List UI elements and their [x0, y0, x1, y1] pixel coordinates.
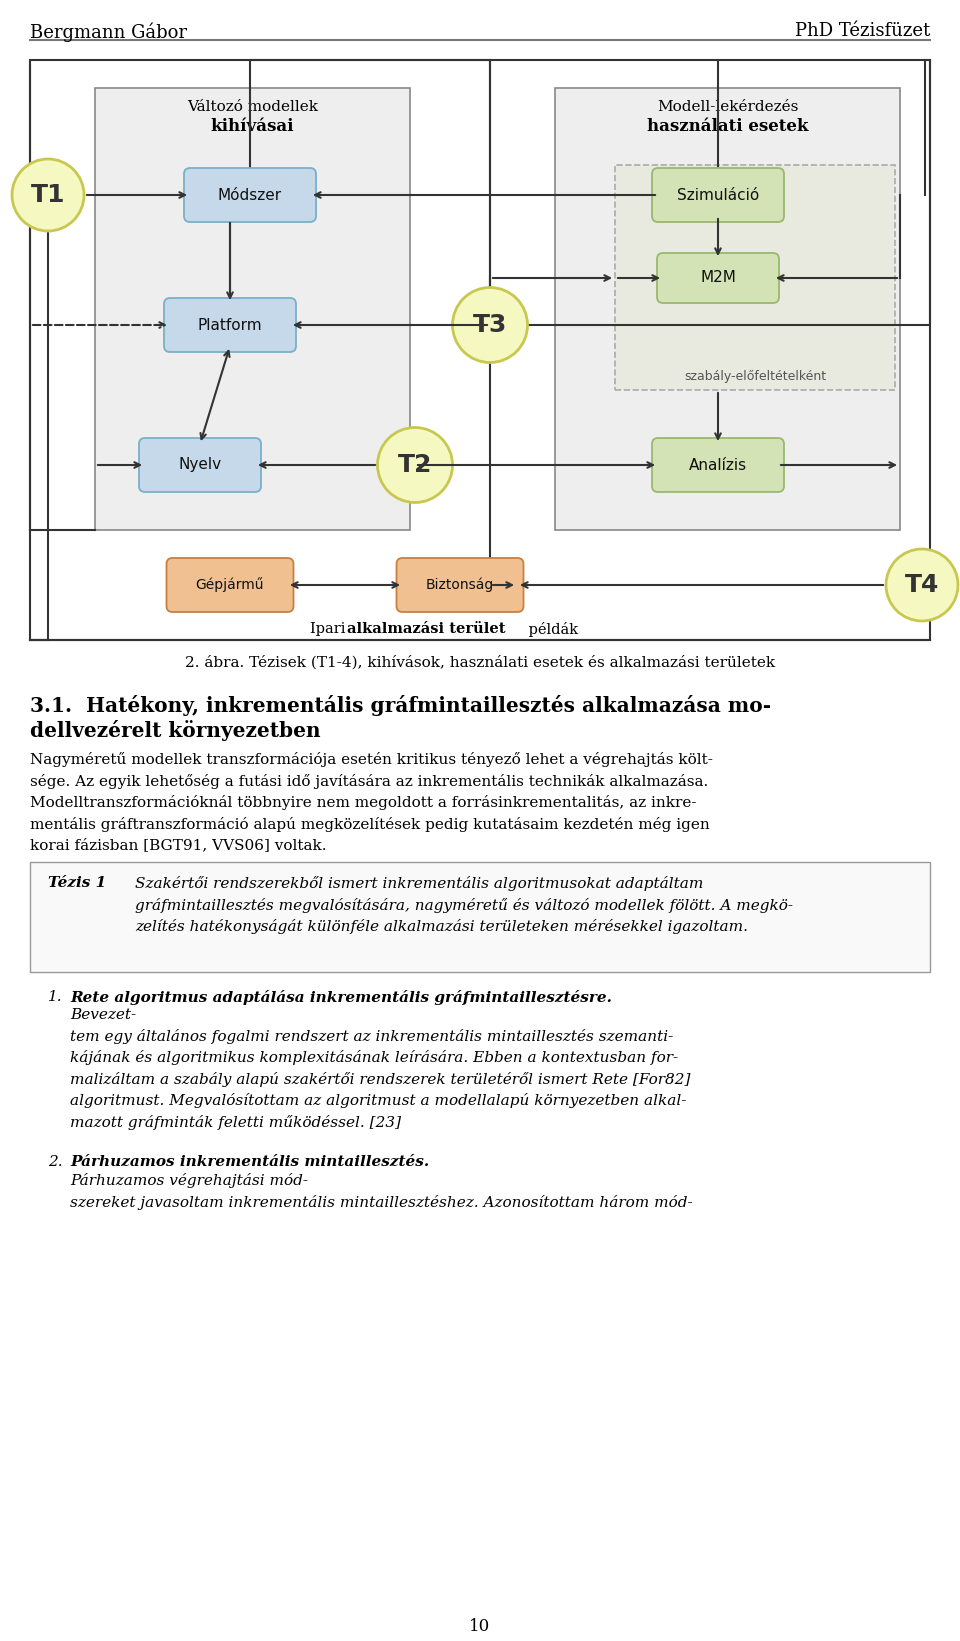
FancyBboxPatch shape	[555, 89, 900, 530]
Text: Nyelv: Nyelv	[179, 458, 222, 473]
Text: Platform: Platform	[198, 317, 262, 333]
FancyBboxPatch shape	[30, 862, 930, 971]
FancyBboxPatch shape	[652, 167, 784, 222]
FancyBboxPatch shape	[30, 61, 930, 640]
Text: Rete algoritmus adaptálása inkrementális gráfmintaillesztésre.: Rete algoritmus adaptálása inkrementális…	[70, 990, 612, 1004]
Text: Módszer: Módszer	[218, 187, 282, 202]
Text: T4: T4	[905, 573, 939, 597]
Text: M2M: M2M	[700, 271, 736, 286]
Text: Ipari: Ipari	[310, 622, 350, 637]
Text: dellvezérelt környezetben: dellvezérelt környezetben	[30, 720, 321, 742]
FancyBboxPatch shape	[652, 438, 784, 492]
Text: Párhuzamos inkrementális mintaillesztés.: Párhuzamos inkrementális mintaillesztés.	[70, 1155, 429, 1168]
Text: Analízis: Analízis	[689, 458, 747, 473]
Ellipse shape	[377, 428, 452, 502]
Text: szabály-előfeltételként: szabály-előfeltételként	[684, 369, 826, 382]
Text: PhD Tézisfüzet: PhD Tézisfüzet	[795, 21, 930, 39]
Text: T2: T2	[397, 453, 432, 478]
Text: Szakértői rendszerekből ismert inkrementális algoritmusokat adaptáltam
gráfminta: Szakértői rendszerekből ismert inkrement…	[135, 876, 793, 934]
Text: T1: T1	[31, 184, 65, 207]
Text: Változó modellek: Változó modellek	[187, 100, 318, 113]
FancyBboxPatch shape	[396, 558, 523, 612]
FancyBboxPatch shape	[166, 558, 294, 612]
Text: alkalmazási terület: alkalmazási terület	[347, 622, 506, 637]
Text: kihívásai: kihívásai	[211, 118, 295, 135]
Text: Modell-lekérdezés: Modell-lekérdezés	[657, 100, 798, 113]
Text: Gépjármű: Gépjármű	[196, 578, 264, 592]
Text: Szimuláció: Szimuláció	[677, 187, 759, 202]
Text: 3.1.  Hatékony, inkrementális gráfmintaillesztés alkalmazása mo-: 3.1. Hatékony, inkrementális gráfmintail…	[30, 696, 771, 715]
Text: T3: T3	[473, 313, 507, 336]
Text: 1.: 1.	[48, 990, 62, 1004]
FancyBboxPatch shape	[184, 167, 316, 222]
FancyBboxPatch shape	[164, 299, 296, 353]
FancyBboxPatch shape	[139, 438, 261, 492]
Ellipse shape	[886, 550, 958, 620]
FancyBboxPatch shape	[657, 253, 779, 304]
Ellipse shape	[12, 159, 84, 231]
Text: Párhuzamos végrehajtási mód-
szereket javasoltam inkrementális mintaillesztéshez: Párhuzamos végrehajtási mód- szereket ja…	[70, 1173, 692, 1209]
Text: példák: példák	[524, 622, 578, 637]
Text: 10: 10	[469, 1618, 491, 1634]
FancyBboxPatch shape	[95, 89, 410, 530]
Text: Nagyméretű modellek transzformációja esetén kritikus tényező lehet a végrehajtás: Nagyméretű modellek transzformációja ese…	[30, 752, 713, 852]
Text: használati esetek: használati esetek	[647, 118, 808, 135]
Text: Bergmann Gábor: Bergmann Gábor	[30, 21, 187, 41]
FancyBboxPatch shape	[615, 166, 895, 391]
Text: Bevezet-
tem egy általános fogalmi rendszert az inkrementális mintaillesztés sze: Bevezet- tem egy általános fogalmi rends…	[70, 1008, 690, 1131]
Text: Tézis 1: Tézis 1	[48, 876, 107, 889]
Text: Biztonság: Biztonság	[426, 578, 494, 592]
Ellipse shape	[452, 287, 527, 363]
Text: 2.: 2.	[48, 1155, 62, 1168]
Text: 2. ábra. Tézisek (T1-4), kihívások, használati esetek és alkalmazási területek: 2. ábra. Tézisek (T1-4), kihívások, hasz…	[185, 655, 775, 670]
